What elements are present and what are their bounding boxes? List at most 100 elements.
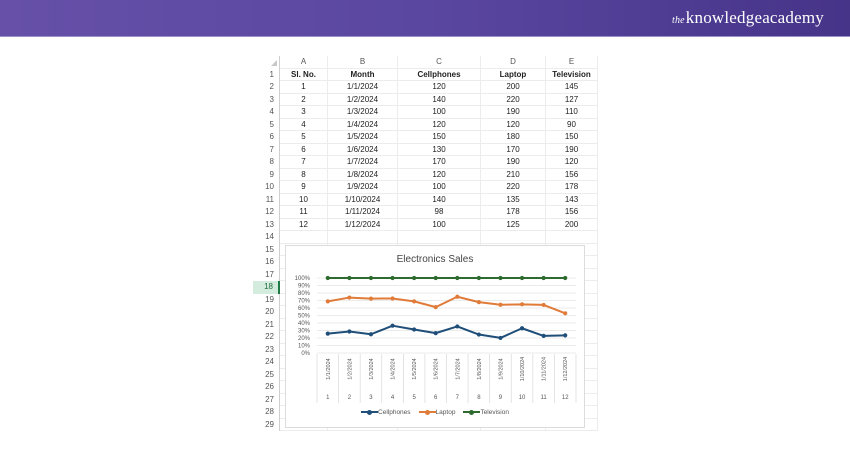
select-all-corner[interactable] bbox=[253, 56, 280, 69]
cell-E24[interactable] bbox=[546, 356, 598, 369]
data-point-marker[interactable] bbox=[325, 299, 330, 304]
data-point-marker[interactable] bbox=[347, 295, 352, 300]
cell-B6[interactable]: 1/5/2024 bbox=[328, 131, 398, 144]
data-point-marker[interactable] bbox=[433, 331, 438, 336]
cell-D3[interactable]: 220 bbox=[481, 93, 546, 106]
cell-C14[interactable] bbox=[398, 231, 481, 244]
data-point-marker[interactable] bbox=[498, 302, 503, 307]
row-header-1[interactable]: 1 bbox=[253, 68, 280, 81]
cell-D1[interactable]: Laptop bbox=[481, 68, 546, 81]
cell-A13[interactable]: 12 bbox=[280, 218, 328, 231]
cell-B11[interactable]: 1/10/2024 bbox=[328, 193, 398, 206]
cell-B2[interactable]: 1/1/2024 bbox=[328, 81, 398, 94]
cell-A10[interactable]: 9 bbox=[280, 181, 328, 194]
row-header-17[interactable]: 17 bbox=[253, 268, 280, 281]
row-header-14[interactable]: 14 bbox=[253, 231, 280, 244]
cell-B8[interactable]: 1/7/2024 bbox=[328, 156, 398, 169]
cell-A3[interactable]: 2 bbox=[280, 93, 328, 106]
cell-E19[interactable] bbox=[546, 293, 598, 306]
cell-E2[interactable]: 145 bbox=[546, 81, 598, 94]
electronics-sales-chart[interactable]: Electronics Sales 0% 10% 20% 30% 40% 50% 60% 70… bbox=[285, 245, 585, 428]
data-point-marker[interactable] bbox=[498, 275, 503, 281]
cell-C13[interactable]: 100 bbox=[398, 218, 481, 231]
legend-item-laptop[interactable]: Laptop bbox=[418, 409, 455, 416]
cell-C9[interactable]: 120 bbox=[398, 168, 481, 181]
cell-C7[interactable]: 130 bbox=[398, 143, 481, 156]
cell-D2[interactable]: 200 bbox=[481, 81, 546, 94]
column-header-D[interactable]: D bbox=[481, 56, 546, 69]
data-point-marker[interactable] bbox=[368, 296, 374, 301]
legend-item-television[interactable]: Television bbox=[463, 409, 509, 416]
cell-E22[interactable] bbox=[546, 331, 598, 344]
data-point-marker[interactable] bbox=[325, 331, 330, 336]
data-point-marker[interactable] bbox=[368, 275, 374, 281]
row-header-9[interactable]: 9 bbox=[253, 168, 280, 181]
data-point-marker[interactable] bbox=[541, 333, 546, 338]
cell-D14[interactable] bbox=[481, 231, 546, 244]
cell-E18[interactable] bbox=[546, 281, 598, 294]
row-header-10[interactable]: 10 bbox=[253, 181, 280, 194]
column-header-A[interactable]: A bbox=[280, 56, 328, 69]
cell-E9[interactable]: 156 bbox=[546, 168, 598, 181]
cell-B7[interactable]: 1/6/2024 bbox=[328, 143, 398, 156]
cell-E5[interactable]: 90 bbox=[546, 118, 598, 131]
row-header-13[interactable]: 13 bbox=[253, 218, 280, 231]
series-line-laptop[interactable] bbox=[327, 295, 566, 315]
column-header-E[interactable]: E bbox=[546, 56, 598, 69]
cell-E11[interactable]: 143 bbox=[546, 193, 598, 206]
cell-E20[interactable] bbox=[546, 306, 598, 319]
cell-B3[interactable]: 1/2/2024 bbox=[328, 93, 398, 106]
cell-E17[interactable] bbox=[546, 268, 598, 281]
data-point-marker[interactable] bbox=[519, 326, 525, 331]
cell-D7[interactable]: 170 bbox=[481, 143, 546, 156]
row-header-26[interactable]: 26 bbox=[253, 381, 280, 394]
cell-B1[interactable]: Month bbox=[328, 68, 398, 81]
cell-C8[interactable]: 170 bbox=[398, 156, 481, 169]
cell-B12[interactable]: 1/11/2024 bbox=[328, 206, 398, 219]
cell-A1[interactable]: Sl. No. bbox=[280, 68, 328, 81]
data-point-marker[interactable] bbox=[390, 296, 395, 301]
row-header-29[interactable]: 29 bbox=[253, 418, 280, 431]
cell-C2[interactable]: 120 bbox=[398, 81, 481, 94]
data-point-marker[interactable] bbox=[519, 275, 525, 281]
cell-E4[interactable]: 110 bbox=[546, 106, 598, 119]
data-point-marker[interactable] bbox=[455, 324, 460, 329]
cell-C3[interactable]: 140 bbox=[398, 93, 481, 106]
cell-C5[interactable]: 120 bbox=[398, 118, 481, 131]
data-point-marker[interactable] bbox=[455, 294, 460, 299]
cell-A4[interactable]: 3 bbox=[280, 106, 328, 119]
row-header-28[interactable]: 28 bbox=[253, 406, 280, 419]
row-header-2[interactable]: 2 bbox=[253, 81, 280, 94]
row-header-12[interactable]: 12 bbox=[253, 206, 280, 219]
data-point-marker[interactable] bbox=[541, 302, 546, 308]
cell-A11[interactable]: 10 bbox=[280, 193, 328, 206]
cell-C12[interactable]: 98 bbox=[398, 206, 481, 219]
row-header-18[interactable]: 18 bbox=[253, 281, 280, 294]
legend-item-cellphones[interactable]: Cellphones bbox=[361, 409, 411, 416]
cell-E26[interactable] bbox=[546, 381, 598, 394]
cell-A14[interactable] bbox=[280, 231, 328, 244]
cell-C10[interactable]: 100 bbox=[398, 181, 481, 194]
cell-B9[interactable]: 1/8/2024 bbox=[328, 168, 398, 181]
cell-C11[interactable]: 140 bbox=[398, 193, 481, 206]
row-header-11[interactable]: 11 bbox=[253, 193, 280, 206]
row-header-3[interactable]: 3 bbox=[253, 93, 280, 106]
cell-E8[interactable]: 120 bbox=[546, 156, 598, 169]
data-point-marker[interactable] bbox=[347, 329, 352, 334]
row-header-4[interactable]: 4 bbox=[253, 106, 280, 119]
data-point-marker[interactable] bbox=[433, 275, 438, 281]
cell-B10[interactable]: 1/9/2024 bbox=[328, 181, 398, 194]
data-point-marker[interactable] bbox=[563, 333, 568, 338]
cell-C6[interactable]: 150 bbox=[398, 131, 481, 144]
cell-E16[interactable] bbox=[546, 256, 598, 269]
data-point-marker[interactable] bbox=[433, 305, 438, 310]
data-point-marker[interactable] bbox=[476, 275, 481, 281]
cell-A2[interactable]: 1 bbox=[280, 81, 328, 94]
cell-E13[interactable]: 200 bbox=[546, 218, 598, 231]
cell-E7[interactable]: 190 bbox=[546, 143, 598, 156]
data-point-marker[interactable] bbox=[519, 302, 525, 307]
cell-E21[interactable] bbox=[546, 318, 598, 331]
data-point-marker[interactable] bbox=[563, 311, 568, 316]
cell-D4[interactable]: 190 bbox=[481, 106, 546, 119]
data-point-marker[interactable] bbox=[563, 275, 568, 281]
